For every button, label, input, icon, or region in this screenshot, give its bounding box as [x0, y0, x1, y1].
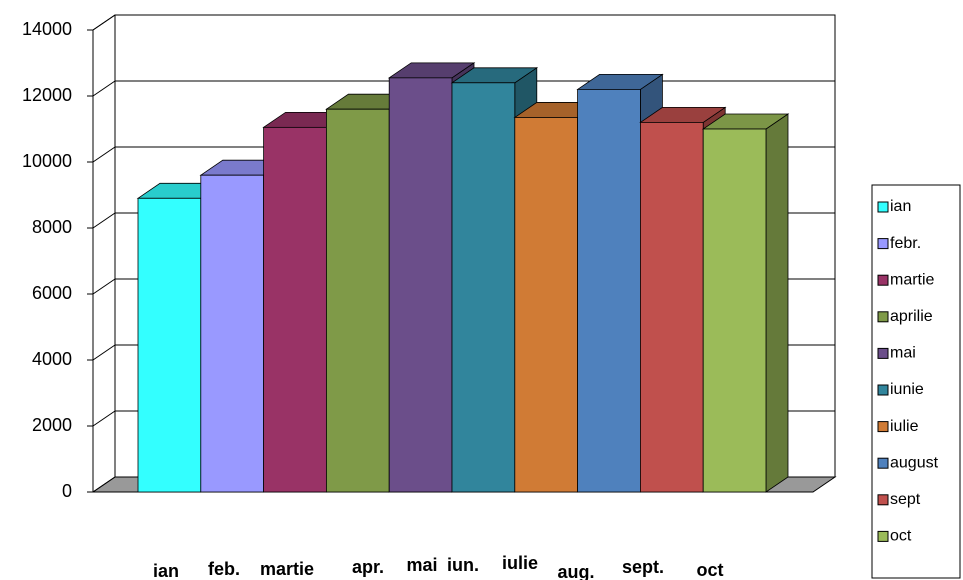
x-tick-label: sept.: [622, 557, 664, 577]
bar-front: [577, 89, 641, 493]
bar-front: [200, 174, 265, 493]
legend-label: iunie: [890, 381, 924, 398]
grid-line: [92, 278, 116, 295]
legend-swatch: [877, 457, 889, 469]
x-tick-label: aug.: [557, 562, 594, 580]
y-tick-label: 10000: [22, 151, 72, 171]
y-tick-label: 4000: [32, 349, 72, 369]
legend-swatch: [877, 384, 889, 396]
legend-label: mai: [890, 345, 916, 362]
x-tick-label: martie: [260, 559, 314, 579]
legend-swatch: [877, 530, 889, 542]
legend-swatch: [877, 311, 889, 323]
legend-label: febr.: [890, 235, 921, 252]
bar-front: [702, 128, 767, 493]
bar-front: [137, 197, 202, 493]
legend-label: aprilie: [890, 308, 933, 325]
legend-swatch: [877, 201, 889, 213]
grid-line: [92, 476, 116, 493]
legend-label: ian: [890, 198, 911, 215]
x-tick-label: iulie: [502, 553, 538, 573]
x-tick-label: oct: [697, 560, 724, 580]
x-tick-label: feb.: [208, 559, 240, 579]
legend-swatch: [877, 274, 889, 286]
bar-side: [765, 113, 789, 493]
grid-line: [92, 80, 116, 97]
legend-swatch: [877, 421, 889, 433]
legend-label: sept: [890, 491, 921, 508]
grid-line: [92, 344, 116, 361]
x-tick-label: ian: [153, 561, 179, 580]
bar-front: [263, 126, 327, 493]
bar-front: [514, 117, 578, 493]
x-tick-label: apr.: [352, 557, 384, 577]
legend-swatch: [877, 238, 889, 250]
grid-line: [92, 14, 116, 31]
grid-line: [92, 146, 116, 163]
bar-front: [451, 82, 516, 493]
y-tick-label: 0: [62, 481, 72, 501]
legend-label: martie: [890, 271, 935, 288]
x-tick-label: mai: [406, 555, 437, 575]
y-tick-label: 6000: [32, 283, 72, 303]
x-tick-label: iun.: [447, 555, 479, 575]
legend-swatch: [877, 494, 889, 506]
y-tick-label: 2000: [32, 415, 72, 435]
grid-line: [92, 410, 116, 427]
grid-line: [92, 212, 116, 229]
legend-label: iulie: [890, 418, 919, 435]
y-tick-label: 12000: [22, 85, 72, 105]
y-tick-label: 14000: [22, 19, 72, 39]
bar: [701, 113, 790, 493]
legend-label: oct: [890, 528, 912, 545]
bar-front: [640, 122, 704, 493]
legend-box: [871, 184, 961, 579]
legend-swatch: [877, 347, 889, 359]
bar-front: [325, 108, 390, 493]
legend-label: august: [890, 454, 939, 471]
y-tick-label: 8000: [32, 217, 72, 237]
bar-front: [388, 77, 453, 493]
